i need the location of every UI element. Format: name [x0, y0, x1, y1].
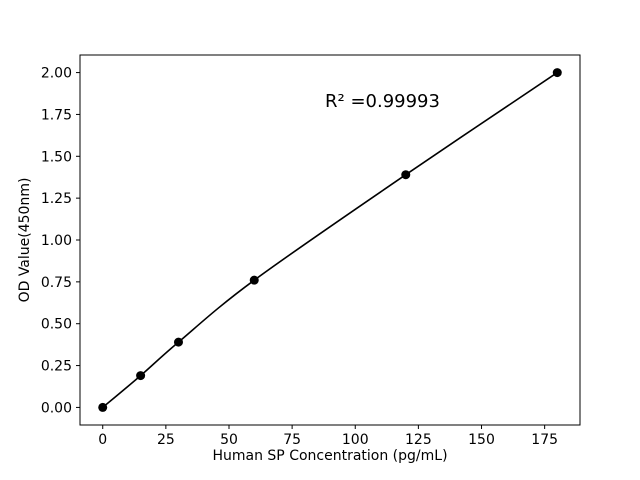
- x-tick-label: 75: [283, 432, 301, 448]
- data-point-marker: [173, 337, 183, 347]
- y-tick-label: 1.25: [41, 191, 72, 207]
- x-tick-label: 50: [220, 432, 238, 448]
- x-axis-label: Human SP Concentration (pg/mL): [212, 448, 448, 464]
- x-tick-label: 175: [531, 432, 558, 448]
- plot-box: [79, 54, 581, 426]
- x-tick-label: 150: [468, 432, 495, 448]
- y-tick-label: 1.50: [41, 149, 72, 165]
- data-point-marker: [98, 402, 108, 412]
- r-squared-annotation: R² =0.99993: [325, 91, 440, 113]
- y-tick-label: 0.25: [41, 359, 72, 375]
- y-tick-label: 0.00: [41, 400, 72, 416]
- y-tick-label: 1.00: [41, 233, 72, 249]
- y-tick-label: 2.00: [41, 66, 72, 82]
- y-axis-label: OD Value(450nm): [17, 177, 33, 303]
- x-tick-label: 125: [405, 432, 432, 448]
- x-tick-label: 0: [98, 432, 107, 448]
- x-tick-label: 100: [342, 432, 369, 448]
- data-point-marker: [401, 170, 411, 180]
- data-point-marker: [136, 371, 146, 381]
- y-tick-label: 0.75: [41, 275, 72, 291]
- y-tick-label: 1.75: [41, 107, 72, 123]
- data-point-marker: [552, 68, 562, 78]
- data-point-marker: [249, 275, 259, 285]
- y-tick-label: 0.50: [41, 317, 72, 333]
- x-tick-label: 25: [157, 432, 175, 448]
